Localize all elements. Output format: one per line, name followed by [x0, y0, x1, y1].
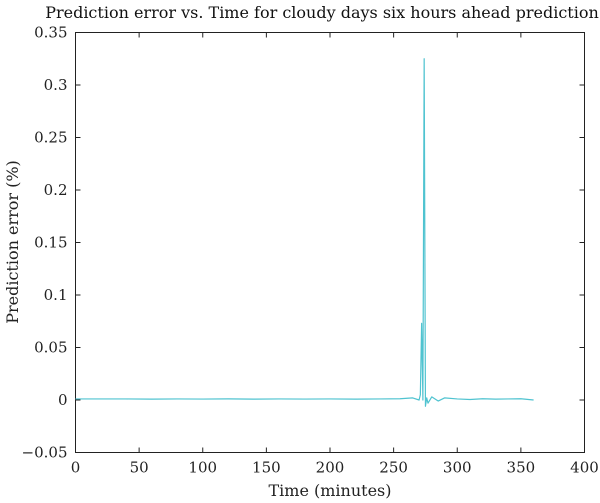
y-tick-label: 0.15 — [34, 234, 67, 252]
y-tick-label: 0 — [58, 391, 68, 409]
y-tick-label: −0.05 — [22, 444, 68, 462]
x-tick-label: 350 — [507, 459, 536, 477]
x-tick-label: 50 — [130, 459, 149, 477]
x-tick-label: 100 — [188, 459, 217, 477]
y-tick-label: 0.2 — [44, 181, 68, 199]
x-tick-label: 300 — [443, 459, 472, 477]
plot-frame — [75, 32, 585, 453]
x-tick-label: 250 — [379, 459, 408, 477]
y-tick-label: 0.05 — [34, 339, 67, 357]
series-line — [75, 58, 534, 407]
x-tick-label: 0 — [71, 459, 81, 477]
y-axis-label: Prediction error (%) — [3, 160, 22, 324]
chart-title: Prediction error vs. Time for cloudy day… — [45, 3, 599, 22]
series-layer — [75, 58, 534, 407]
x-axis-label: Time (minutes) — [268, 481, 391, 500]
x-tick-label: 400 — [570, 459, 599, 477]
y-tick-label: 0.25 — [34, 129, 67, 147]
x-tick-label: 200 — [316, 459, 345, 477]
x-tick-label: 150 — [252, 459, 281, 477]
y-tick-label: 0.35 — [34, 24, 67, 42]
y-tick-label: 0.1 — [44, 286, 68, 304]
y-axis-ticks: −0.05 0 0.05 0.1 0.15 0.2 0.25 0.3 0.35 — [22, 24, 585, 462]
y-tick-label: 0.3 — [44, 76, 68, 94]
x-axis-ticks: 0 50 100 150 200 250 300 350 400 — [71, 32, 599, 477]
